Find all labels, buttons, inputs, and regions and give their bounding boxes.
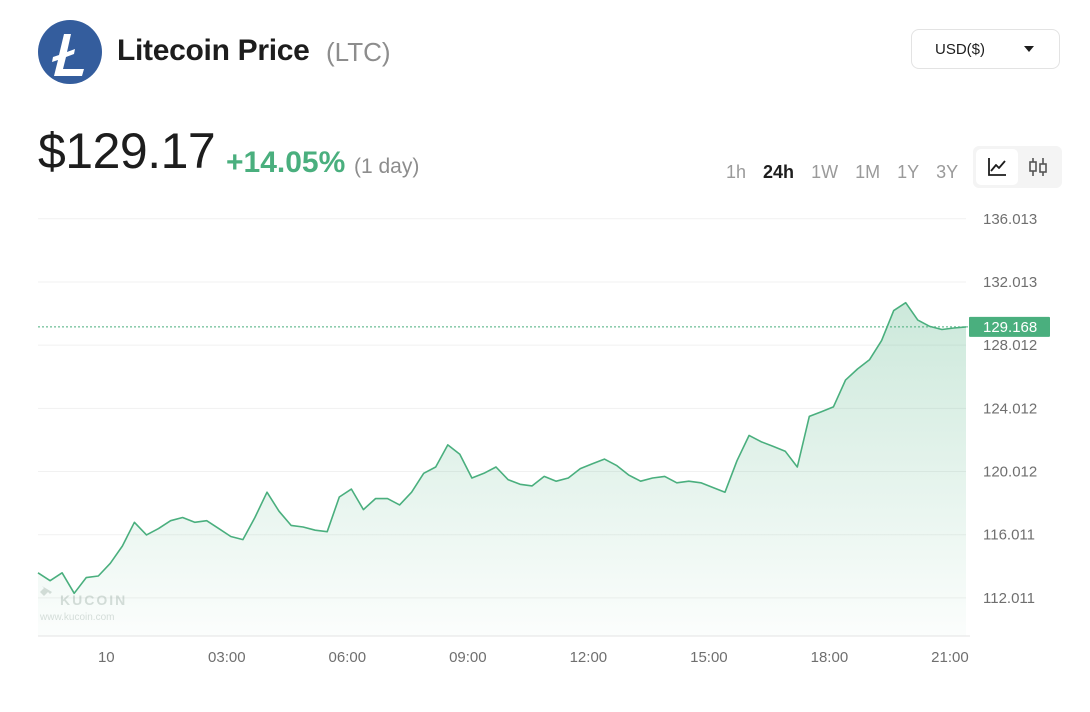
y-tick-label: 112.011 [983, 590, 1035, 607]
line-chart-icon [988, 158, 1006, 176]
price-change: +14.05% [226, 146, 346, 179]
x-tick-label: 18:00 [811, 649, 849, 666]
change-period: (1 day) [354, 155, 420, 178]
x-tick-label: 03:00 [208, 649, 246, 666]
x-tick-label: 15:00 [690, 649, 728, 666]
current-price: $129.17 [38, 123, 216, 179]
range-tab-1y[interactable]: 1Y [897, 162, 920, 182]
price-chart-svg: 129.168 136.013 132.013 128.012 124.012 120.… [37, 211, 1050, 666]
price-line [37, 301, 967, 595]
candlestick-chart-button[interactable] [1017, 149, 1059, 185]
range-tab-1h[interactable]: 1h [726, 162, 747, 182]
x-tick-label: 06:00 [329, 649, 367, 666]
x-tick-label: 12:00 [570, 649, 608, 666]
y-tick-label: 136.013 [983, 211, 1037, 228]
watermark-brand: KUCOIN [60, 592, 127, 608]
y-tick-label: 124.012 [983, 400, 1037, 417]
page-title: Litecoin Price [117, 34, 310, 67]
y-tick-label: 132.013 [983, 274, 1037, 291]
litecoin-logo-icon [38, 20, 102, 84]
x-axis: 10 03:00 06:00 09:00 12:00 15:00 18:00 21:00 [38, 635, 970, 666]
current-price-tag [969, 316, 1050, 337]
x-tick-label: 21:00 [931, 649, 969, 666]
price-chart: 129.168 136.013 132.013 128.012 124.012 120.… [0, 200, 1090, 680]
currency-select[interactable]: USD($) [911, 29, 1060, 69]
y-tick-label: 120.012 [983, 464, 1037, 481]
chevron-down-icon [1024, 46, 1034, 52]
candlestick-chart-icon [1029, 158, 1047, 176]
watermark-url: www.kucoin.com [39, 612, 114, 623]
x-tick-label: 09:00 [449, 649, 487, 666]
y-tick-label: 116.011 [983, 527, 1035, 544]
y-tick-label: 128.012 [983, 337, 1037, 354]
kucoin-watermark: KUCOIN www.kucoin.com [39, 586, 127, 623]
x-tick-label: 10 [98, 649, 115, 666]
range-tab-24h[interactable]: 24h [763, 162, 795, 182]
time-range-tabs: 1h 24h 1W 1M 1Y 3Y [726, 162, 975, 183]
currency-select-value: USD($) [935, 41, 986, 58]
y-axis: 136.013 132.013 128.012 124.012 120.012 116.0… [983, 211, 1037, 607]
price-area [38, 302, 966, 636]
current-price-label: 129.168 [983, 319, 1037, 336]
range-tab-3y[interactable]: 3Y [936, 162, 959, 182]
range-tab-1m[interactable]: 1M [855, 162, 881, 182]
kucoin-logo-icon [40, 586, 52, 598]
ticker-symbol: (LTC) [326, 37, 391, 67]
chart-mode-toggle [973, 146, 1062, 188]
line-chart-button[interactable] [976, 149, 1018, 185]
range-tab-1w[interactable]: 1W [811, 162, 839, 182]
